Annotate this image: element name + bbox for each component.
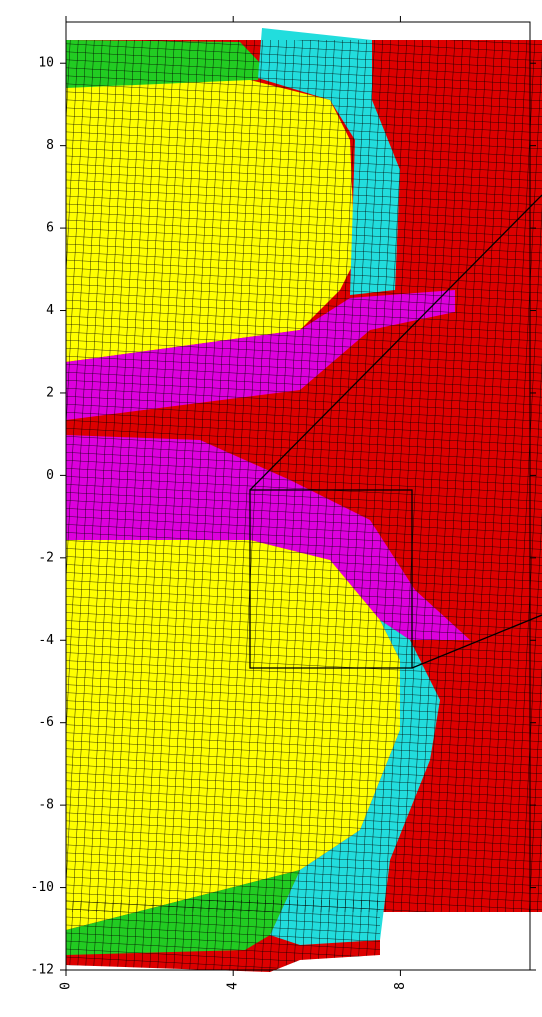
mesh-regions <box>66 28 542 972</box>
y-tick-label: -2 <box>38 550 54 565</box>
y-tick-label: -4 <box>38 633 54 648</box>
y-tick-label: -12 <box>31 963 54 978</box>
zoom-box <box>249 194 542 669</box>
y-tick-label: 8 <box>46 138 54 153</box>
x-tick-label: 0 <box>59 982 74 990</box>
y-tick-label: -8 <box>38 798 54 813</box>
y-tick-label: -6 <box>38 715 54 730</box>
y-tick-label: 4 <box>46 303 54 318</box>
y-tick-label: 2 <box>46 385 54 400</box>
x-tick-label: 4 <box>226 982 241 990</box>
y-tick-label: 0 <box>46 468 54 483</box>
x-tick-label: 8 <box>393 982 408 990</box>
y-tick-label: 10 <box>38 56 54 71</box>
y-tick-label: 6 <box>46 221 54 236</box>
y-tick-label: -10 <box>31 880 54 895</box>
plot-frame <box>65 21 531 971</box>
